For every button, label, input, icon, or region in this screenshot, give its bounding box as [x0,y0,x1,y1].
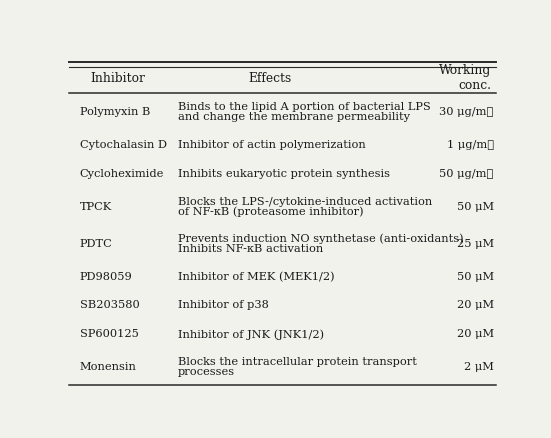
Text: Inhibitor of actin polymerization: Inhibitor of actin polymerization [178,140,365,150]
Text: Cycloheximide: Cycloheximide [79,169,164,179]
Text: processes: processes [178,367,235,377]
Text: Binds to the lipid A portion of bacterial LPS: Binds to the lipid A portion of bacteria… [178,102,430,112]
Text: of NF-κB (proteasome inhibitor): of NF-κB (proteasome inhibitor) [178,206,364,217]
Text: Polymyxin B: Polymyxin B [79,107,150,117]
Text: Cytochalasin D: Cytochalasin D [79,140,166,150]
Text: and change the membrane permeability: and change the membrane permeability [178,112,410,122]
Text: 50 μM: 50 μM [457,201,494,212]
Text: SP600125: SP600125 [79,328,138,339]
Text: PD98059: PD98059 [79,271,132,281]
Text: 30 μg/mℓ: 30 μg/mℓ [439,107,494,117]
Text: Inhibits eukaryotic protein synthesis: Inhibits eukaryotic protein synthesis [178,169,390,179]
Text: 50 μM: 50 μM [457,271,494,281]
Text: Prevents induction NO synthetase (anti-oxidants): Prevents induction NO synthetase (anti-o… [178,233,463,243]
Text: 20 μM: 20 μM [457,328,494,339]
Text: 1 μg/mℓ: 1 μg/mℓ [447,140,494,150]
Text: 20 μM: 20 μM [457,300,494,310]
Text: Inhibitor of p38: Inhibitor of p38 [178,300,269,310]
Text: TPCK: TPCK [79,201,112,212]
Text: Inhibits NF-κB activation: Inhibits NF-κB activation [178,244,323,253]
Text: Inhibitor of JNK (JNK1/2): Inhibitor of JNK (JNK1/2) [178,328,324,339]
Text: Blocks the intracellular protein transport: Blocks the intracellular protein transpo… [178,356,417,366]
Text: Monensin: Monensin [79,361,137,371]
Text: conc.: conc. [458,79,491,92]
Text: 25 μM: 25 μM [457,238,494,248]
Text: Inhibitor: Inhibitor [90,72,145,85]
Text: Working: Working [439,64,491,77]
Text: SB203580: SB203580 [79,300,139,310]
Text: Effects: Effects [248,72,291,85]
Text: 50 μg/mℓ: 50 μg/mℓ [439,169,494,179]
Text: PDTC: PDTC [79,238,112,248]
Text: Inhibitor of MEK (MEK1/2): Inhibitor of MEK (MEK1/2) [178,271,334,281]
Text: 2 μM: 2 μM [464,361,494,371]
Text: Blocks the LPS-/cytokine-induced activation: Blocks the LPS-/cytokine-induced activat… [178,196,432,206]
